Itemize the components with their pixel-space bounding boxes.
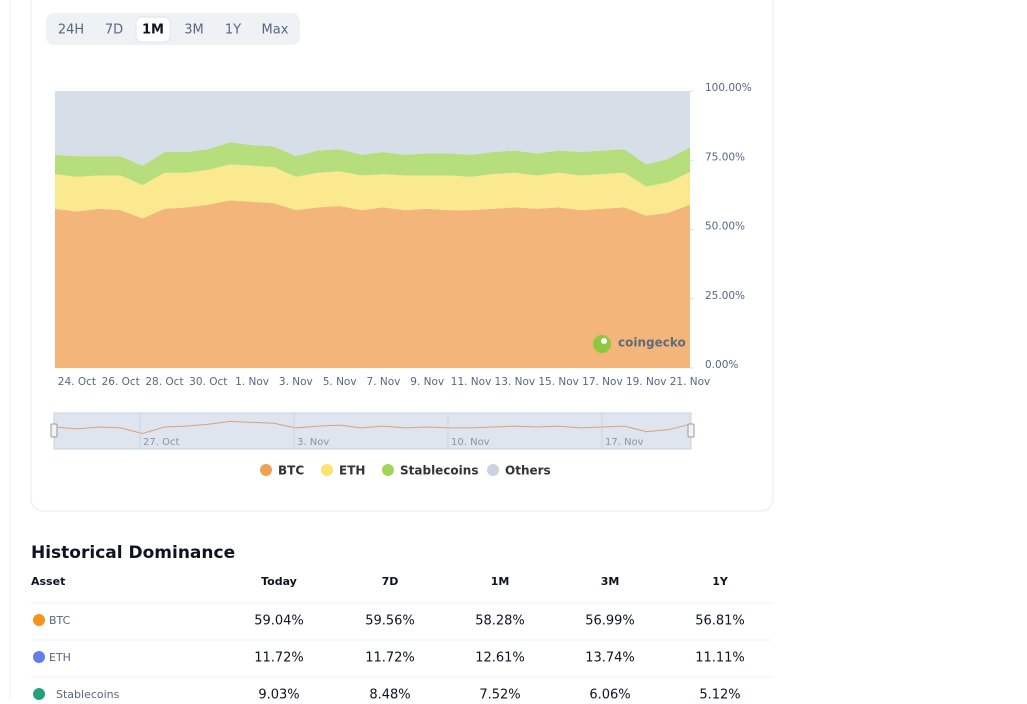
table-cell: 7.52%	[479, 688, 520, 701]
area	[55, 142, 690, 187]
asset-name: ETH	[49, 651, 71, 664]
x-tick-label: 17. Nov	[582, 376, 623, 388]
table-cell: 5.12%	[699, 688, 740, 701]
table-cell: 12.61%	[475, 651, 525, 666]
table-header: 3M	[601, 575, 620, 588]
tab[interactable]: 3M	[184, 23, 204, 38]
navigator-handle[interactable]	[50, 423, 58, 438]
y-tick-label: 75.00%	[705, 151, 745, 163]
watermark-logo	[593, 335, 611, 353]
x-tick-label: 19. Nov	[626, 376, 667, 388]
navigator	[53, 412, 692, 450]
x-tick-label: 11. Nov	[451, 376, 492, 388]
tab[interactable]: 24H	[58, 23, 84, 38]
area	[55, 164, 690, 219]
x-tick-label: 26. Oct	[102, 376, 140, 388]
tab[interactable]: 1M	[142, 23, 164, 38]
y-tick-label: 25.00%	[705, 290, 745, 302]
table-cell: 58.28%	[475, 614, 525, 629]
table-cell: 59.56%	[365, 614, 415, 629]
asset-icon	[33, 651, 45, 663]
table-cell: 11.11%	[695, 651, 745, 666]
legend-label[interactable]: BTC	[278, 464, 304, 478]
navigator-line	[54, 420, 691, 435]
table-cell: 6.06%	[589, 688, 630, 701]
x-tick-label: 24. Oct	[58, 376, 96, 388]
x-tick-label: 1. Nov	[235, 376, 269, 388]
tab[interactable]: Max	[262, 23, 289, 38]
table-cell: 11.72%	[254, 651, 304, 666]
legend-marker	[260, 464, 272, 476]
x-tick-label: 5. Nov	[323, 376, 357, 388]
tab[interactable]: 1Y	[225, 23, 241, 38]
x-tick-label: 13. Nov	[495, 376, 536, 388]
x-tick-label: 3. Nov	[279, 376, 313, 388]
table-cell: 13.74%	[585, 651, 635, 666]
table-cell: 9.03%	[258, 688, 299, 701]
navigator-label: 3. Nov	[297, 437, 329, 448]
navigator-handle[interactable]	[687, 423, 695, 438]
table-cell: 11.72%	[365, 651, 415, 666]
y-tick-label: 100.00%	[705, 82, 752, 94]
table-header: Today	[261, 575, 297, 588]
x-tick-label: 28. Oct	[145, 376, 183, 388]
table-header: Asset	[31, 575, 65, 588]
area	[55, 200, 690, 368]
table-cell: 56.99%	[585, 614, 635, 629]
asset-name: Stablecoins	[56, 688, 120, 700]
navigator-label: 27. Oct	[143, 437, 179, 448]
legend-label[interactable]: Stablecoins	[400, 464, 478, 478]
navigator-label: 17. Nov	[605, 437, 644, 448]
area	[55, 91, 690, 166]
asset-name: BTC	[49, 614, 71, 627]
tab-active	[135, 16, 171, 43]
y-tick-label: 50.00%	[705, 221, 745, 233]
x-tick-label: 30. Oct	[189, 376, 227, 388]
table-header: 1Y	[712, 575, 729, 588]
table-header: 7D	[382, 575, 399, 588]
legend-marker	[321, 464, 333, 476]
table-title: Historical Dominance	[31, 543, 235, 563]
navigator-label: 10. Nov	[451, 437, 490, 448]
legend-marker	[487, 464, 499, 476]
x-tick-label: 15. Nov	[538, 376, 579, 388]
table-cell: 8.48%	[369, 688, 410, 701]
legend-marker	[382, 464, 394, 476]
x-tick-label: 9. Nov	[410, 376, 444, 388]
y-tick-label: 0.00%	[705, 359, 738, 371]
watermark-eye	[601, 338, 607, 344]
tab[interactable]: 7D	[105, 23, 123, 38]
legend-label[interactable]: ETH	[339, 464, 365, 478]
table-cell: 59.04%	[254, 614, 304, 629]
x-tick-label: 21. Nov	[670, 376, 711, 388]
x-tick-label: 7. Nov	[367, 376, 401, 388]
legend-label[interactable]: Others	[505, 464, 551, 478]
tab-bar	[46, 13, 300, 45]
table-header: 1M	[491, 575, 510, 588]
table-cell: 56.81%	[695, 614, 745, 629]
watermark: coingecko	[618, 336, 686, 350]
asset-icon	[33, 614, 45, 626]
asset-icon	[33, 688, 45, 700]
